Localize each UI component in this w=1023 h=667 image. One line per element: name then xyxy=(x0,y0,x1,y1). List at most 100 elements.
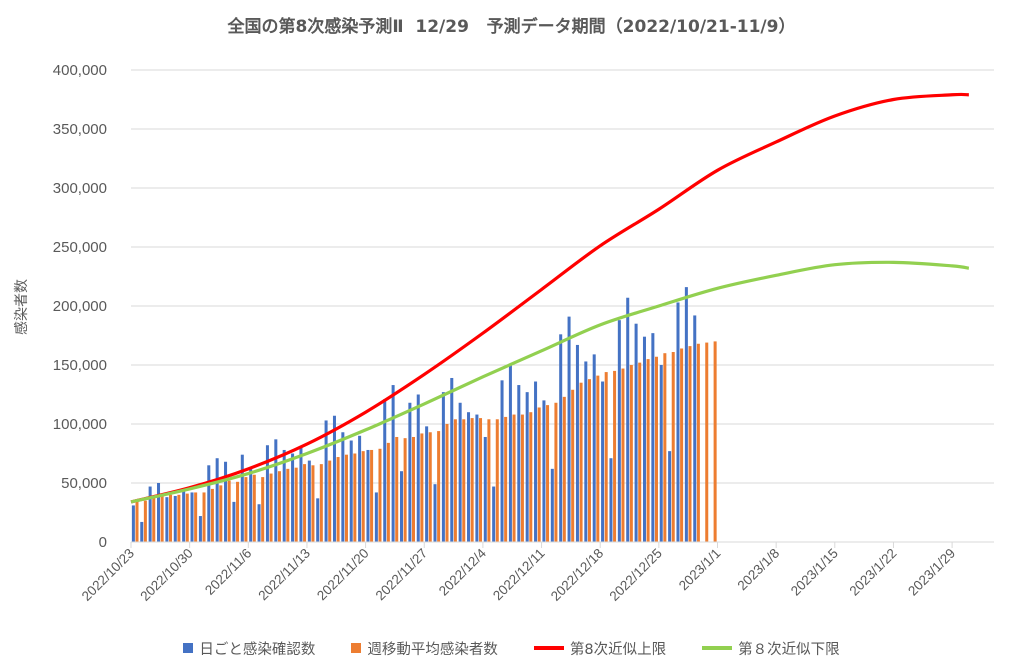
bar-daily xyxy=(634,323,638,542)
bar-weekly-average xyxy=(185,493,189,542)
bar-daily xyxy=(492,486,496,542)
bar-weekly-average xyxy=(303,464,307,542)
bar-daily xyxy=(190,492,194,542)
bar-weekly-average xyxy=(336,457,340,542)
bar-daily xyxy=(165,497,169,542)
bar-weekly-average xyxy=(705,342,709,542)
bar-weekly-average xyxy=(520,414,524,542)
legend-item-upper: 第8次近似上限 xyxy=(533,638,667,659)
bar-weekly-average xyxy=(587,379,591,542)
bar-daily xyxy=(249,467,253,542)
bar-weekly-average xyxy=(378,448,382,542)
bar-weekly-average xyxy=(671,352,675,542)
x-tick-label: 2022/12/18 xyxy=(548,546,606,604)
bar-weekly-average xyxy=(160,494,164,542)
bar-daily xyxy=(659,365,663,542)
x-tick-label: 2022/12/25 xyxy=(607,546,665,604)
bar-daily xyxy=(265,445,269,542)
bar-daily xyxy=(391,385,395,542)
bar-daily xyxy=(467,412,471,542)
bar-weekly-average xyxy=(277,471,281,542)
bar-weekly-average xyxy=(579,382,583,542)
bar-weekly-average xyxy=(688,346,692,542)
bar-weekly-average xyxy=(344,454,348,542)
bar-daily xyxy=(567,316,571,542)
bar-weekly-average xyxy=(680,348,684,542)
bar-weekly-average xyxy=(470,418,474,542)
bar-daily xyxy=(399,471,404,542)
bar-daily xyxy=(550,468,554,542)
gridlines xyxy=(131,69,994,484)
y-tick-label: 400,000 xyxy=(53,62,107,79)
bar-daily xyxy=(517,385,521,542)
legend-swatch-weekly-average xyxy=(351,643,362,653)
bar-weekly-average xyxy=(227,480,231,542)
bar-weekly-average xyxy=(143,500,147,542)
legend-label-lower: 第８次近似下限 xyxy=(738,641,840,658)
bar-daily xyxy=(441,392,445,542)
bar-weekly-average xyxy=(169,494,173,542)
x-tick-label: 2023/1/15 xyxy=(788,546,841,599)
bar-daily xyxy=(475,414,479,542)
bar-weekly-average xyxy=(596,375,600,542)
bar-weekly-average xyxy=(361,451,365,542)
bar-weekly-average xyxy=(453,419,457,542)
x-tick-label: 2023/1/1 xyxy=(676,546,724,594)
bar-daily xyxy=(240,454,244,542)
bar-weekly-average xyxy=(554,402,558,542)
y-tick-label: 100,000 xyxy=(53,416,107,433)
y-tick-label: 0 xyxy=(99,534,107,551)
bar-weekly-average xyxy=(395,436,399,542)
bar-daily xyxy=(483,436,487,542)
chart-title: 全国の第8次感染予測Ⅱ 12/29 予測データ期間（2022/10/21-11/… xyxy=(227,17,796,37)
bars xyxy=(131,287,717,542)
y-tick-label: 150,000 xyxy=(53,357,107,374)
bar-daily xyxy=(450,377,454,542)
bar-daily xyxy=(609,458,613,542)
bar-weekly-average xyxy=(495,419,499,542)
x-axis-ticks: 2022/10/23 2022/10/30 2022/11/6 2022/11/13 2… xyxy=(79,542,958,604)
bar-weekly-average xyxy=(244,477,248,542)
bar-daily xyxy=(592,354,596,542)
bar-daily xyxy=(676,302,680,542)
bar-weekly-average xyxy=(294,467,298,542)
y-tick-label: 200,000 xyxy=(53,298,107,315)
x-tick-label: 2022/12/4 xyxy=(436,545,489,598)
bar-weekly-average xyxy=(537,407,541,542)
bar-daily xyxy=(291,453,295,542)
bar-weekly-average xyxy=(479,418,483,542)
bar-daily xyxy=(500,380,504,542)
line-lower-bound xyxy=(130,260,970,504)
bar-weekly-average xyxy=(403,438,407,542)
line-upper-bound xyxy=(130,92,969,504)
x-tick-label: 2022/11/20 xyxy=(314,546,372,604)
bar-daily xyxy=(341,432,345,542)
bar-daily xyxy=(534,381,538,542)
legend-item-lower: 第８次近似下限 xyxy=(702,638,840,659)
bar-weekly-average xyxy=(311,465,315,542)
legend-label-upper: 第8次近似上限 xyxy=(569,641,667,658)
bar-daily xyxy=(274,439,278,542)
bar-daily xyxy=(198,516,202,542)
legend-swatch-lower xyxy=(702,646,733,650)
bar-daily xyxy=(316,498,320,542)
bar-daily xyxy=(207,465,211,542)
bar-daily xyxy=(224,461,228,542)
bar-daily xyxy=(307,460,311,542)
legend-label-weekly-average: 週移動平均感染者数 xyxy=(367,641,498,658)
bar-weekly-average xyxy=(428,432,432,542)
x-tick-label: 2023/1/22 xyxy=(847,546,900,599)
bar-weekly-average xyxy=(420,433,424,542)
y-tick-label: 250,000 xyxy=(53,239,107,256)
bar-weekly-average xyxy=(411,436,416,542)
bar-daily xyxy=(525,392,529,542)
bar-weekly-average xyxy=(462,419,466,542)
bar-weekly-average xyxy=(269,473,273,542)
bar-weekly-average xyxy=(621,368,625,542)
bar-weekly-average xyxy=(210,488,214,542)
bar-weekly-average xyxy=(328,460,332,542)
bar-daily xyxy=(425,426,429,542)
x-tick-label: 2022/12/11 xyxy=(490,546,548,604)
bar-daily xyxy=(408,402,412,542)
bar-daily xyxy=(416,394,420,542)
